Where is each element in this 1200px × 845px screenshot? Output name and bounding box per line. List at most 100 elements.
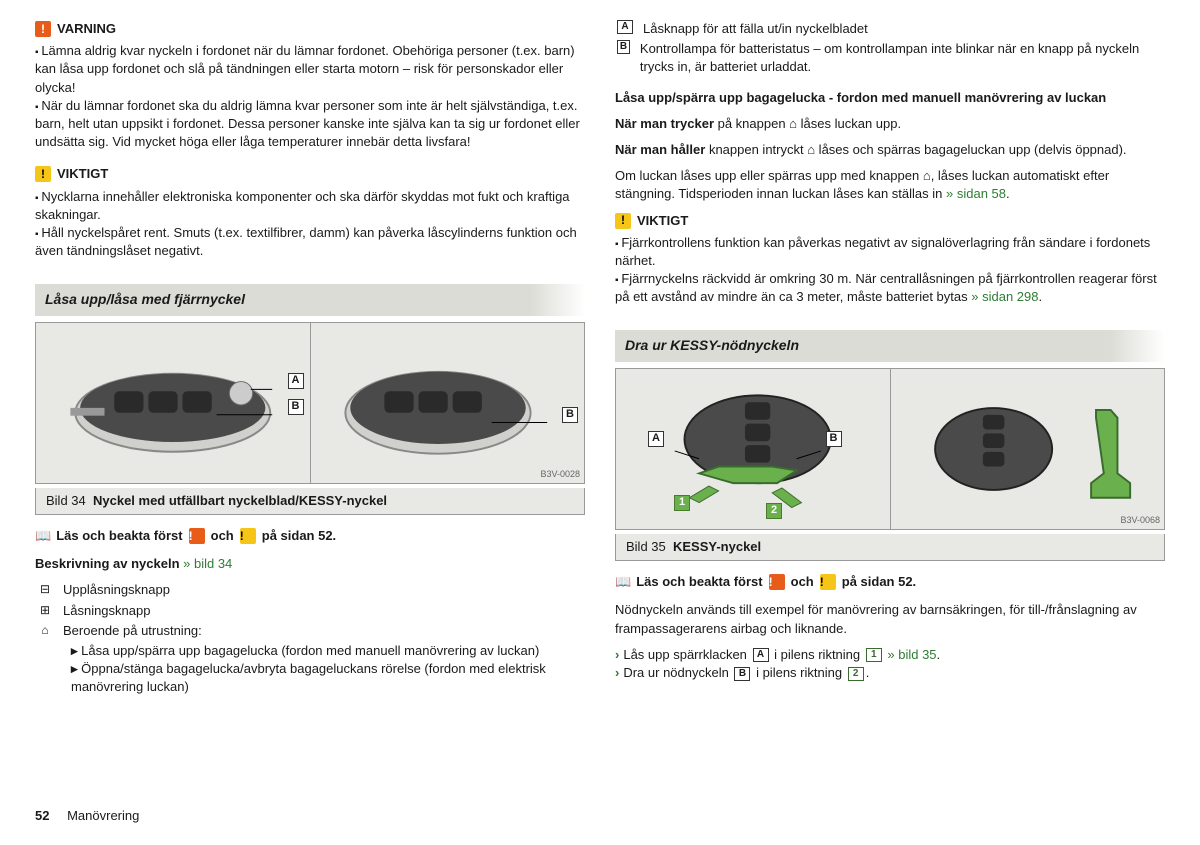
def-text: Beroende på utrustning: — [63, 622, 202, 640]
desc-title: Beskrivning av nyckeln — [35, 556, 183, 571]
warning-title: VARNING — [57, 20, 116, 38]
warning-icon: ! — [189, 528, 205, 544]
figure-35: A B 1 2 B3V-0068 — [615, 368, 1165, 530]
important-icon: ! — [240, 528, 256, 544]
important-bullet: Nycklarna innehåller elektroniska kompon… — [35, 188, 585, 224]
read-first-line: Läs och beakta först ! och ! på sidan 52… — [35, 527, 585, 545]
important-bullet: Fjärrnyckelns räckvidd är omkring 30 m. … — [615, 270, 1165, 306]
number-1: 1 — [866, 648, 882, 662]
page-link: » sidan 298 — [971, 289, 1038, 304]
letter-a: A — [753, 648, 769, 662]
callout-2: 2 — [766, 503, 782, 519]
section-title: Låsa upp/låsa med fjärrnyckel — [35, 284, 585, 316]
letter-definitions: A Låsknapp för att fälla ut/in nyckelbla… — [615, 20, 1165, 79]
callout-a: A — [288, 373, 304, 389]
text: Om luckan låses upp eller spärras upp me… — [615, 168, 1109, 201]
sub-item: Låsa upp/spärra upp bagagelucka (fordon … — [71, 642, 585, 660]
book-icon — [35, 527, 51, 545]
kessy-key-remove — [626, 379, 880, 519]
fig-label: Bild 35 — [626, 539, 666, 554]
book-icon — [615, 573, 631, 591]
read-first-line: Läs och beakta först ! och ! på sidan 52… — [615, 573, 1165, 591]
text: på knappen ⌂ låses luckan upp. — [714, 116, 901, 131]
desc-link: » bild 34 — [183, 556, 232, 571]
text: i pilens riktning — [771, 647, 864, 662]
right-column: A Låsknapp för att fälla ut/in nyckelbla… — [615, 20, 1165, 825]
def-text: Upplåsningsknapp — [63, 581, 170, 599]
read-first-pre: Läs och beakta först — [636, 573, 762, 591]
page-footer: 52 Manövrering — [35, 787, 585, 825]
body-text: Nödnyckeln används till exempel för manö… — [615, 601, 1165, 637]
figure-id: B3V-0068 — [1120, 514, 1160, 527]
step-2: › Dra ur nödnyckeln B i pilens riktning 2… — [615, 664, 1165, 682]
text: Dra ur nödnyckeln — [623, 665, 732, 680]
body-text: Om luckan låses upp eller spärras upp me… — [615, 167, 1165, 203]
key-illustration-folding — [46, 333, 300, 473]
important-box: ! VIKTIGT Fjärrkontrollens funktion kan … — [615, 212, 1165, 307]
bold-title: Låsa upp/spärra upp bagagelucka - fordon… — [615, 90, 1106, 105]
page-link: » sidan 58 — [946, 186, 1006, 201]
description-heading: Beskrivning av nyckeln » bild 34 — [35, 555, 585, 573]
section-title: Dra ur KESSY-nödnyckeln — [615, 330, 1165, 362]
callout-b: B — [288, 399, 304, 415]
text: Lås upp spärrklacken — [623, 647, 750, 662]
fig-text: Nyckel med utfällbart nyckelblad/KESSY-n… — [93, 493, 387, 508]
important-bullet: Håll nyckelspåret rent. Smuts (t.ex. tex… — [35, 224, 585, 260]
trunk-icon: ⌂ — [35, 622, 55, 639]
warning-bullet: När du lämnar fordonet ska du aldrig läm… — [35, 97, 585, 152]
warning-icon: ! — [35, 21, 51, 37]
number-2: 2 — [848, 667, 864, 681]
important-bullet: Fjärrkontrollens funktion kan påverkas n… — [615, 234, 1165, 270]
figure-caption: Bild 34 Nyckel med utfällbart nyckelblad… — [35, 488, 585, 515]
read-first-mid: och — [211, 527, 234, 545]
warning-box: ! VARNING Lämna aldrig kvar nyckeln i fo… — [35, 20, 585, 151]
read-first-mid: och — [791, 573, 814, 591]
def-text: Låsknapp för att fälla ut/in nyckelblade… — [643, 20, 868, 38]
unlock-icon: ⊟ — [35, 581, 55, 598]
key-illustration-kessy — [321, 333, 575, 473]
read-first-post: på sidan 52. — [262, 527, 336, 545]
body-text: När man håller knappen intryckt ⌂ låses … — [615, 141, 1165, 159]
text: i pilens riktning — [752, 665, 845, 680]
definition-list: ⊟ Upplåsningsknapp ⊞ Låsningsknapp ⌂ Beroen… — [35, 581, 585, 696]
step-1: › Lås upp spärrklacken A i pilens riktnin… — [615, 646, 1165, 664]
kessy-key-separated — [901, 379, 1155, 519]
fig-label: Bild 34 — [46, 493, 86, 508]
read-first-pre: Läs och beakta först — [56, 527, 182, 545]
subsection-title: Låsa upp/spärra upp bagagelucka - fordon… — [615, 89, 1165, 107]
letter-a: A — [617, 20, 633, 34]
important-title: VIKTIGT — [637, 212, 688, 230]
lock-icon: ⊞ — [35, 602, 55, 619]
warning-bullet: Lämna aldrig kvar nyckeln i fordonet när… — [35, 42, 585, 97]
important-icon: ! — [820, 574, 836, 590]
body-text: När man trycker på knappen ⌂ låses lucka… — [615, 115, 1165, 133]
fig-text: KESSY-nyckel — [673, 539, 761, 554]
read-first-post: på sidan 52. — [842, 573, 916, 591]
letter-b: B — [617, 40, 630, 54]
text: knappen intryckt ⌂ låses och spärras bag… — [705, 142, 1126, 157]
callout-b: B — [562, 407, 578, 423]
left-column: ! VARNING Lämna aldrig kvar nyckeln i fo… — [35, 20, 585, 825]
important-box: ! VIKTIGT Nycklarna innehåller elektroni… — [35, 165, 585, 260]
figure-34: A B B B3V-0028 — [35, 322, 585, 484]
sub-item: Öppna/stänga bagagelucka/avbryta bagagel… — [71, 660, 585, 696]
text: Fjärrnyckelns räckvidd är omkring 30 m. … — [615, 271, 1157, 304]
def-text: Kontrollampa för batteristatus – om kont… — [640, 40, 1165, 76]
page-number: 52 — [35, 808, 49, 823]
bold: När man håller — [615, 142, 705, 157]
chevron-icon: › — [615, 647, 619, 662]
bold: När man trycker — [615, 116, 714, 131]
warning-icon: ! — [769, 574, 785, 590]
callout-b: B — [826, 431, 842, 447]
callout-a: A — [648, 431, 664, 447]
important-title: VIKTIGT — [57, 165, 108, 183]
letter-b: B — [734, 667, 750, 681]
figure-caption: Bild 35 KESSY-nyckel — [615, 534, 1165, 561]
chevron-icon: › — [615, 665, 619, 680]
page-link: » bild 35 — [887, 647, 936, 662]
section-name: Manövrering — [67, 808, 139, 823]
important-icon: ! — [35, 166, 51, 182]
def-text: Låsningsknapp — [63, 602, 150, 620]
important-icon: ! — [615, 213, 631, 229]
figure-id: B3V-0028 — [540, 468, 580, 481]
